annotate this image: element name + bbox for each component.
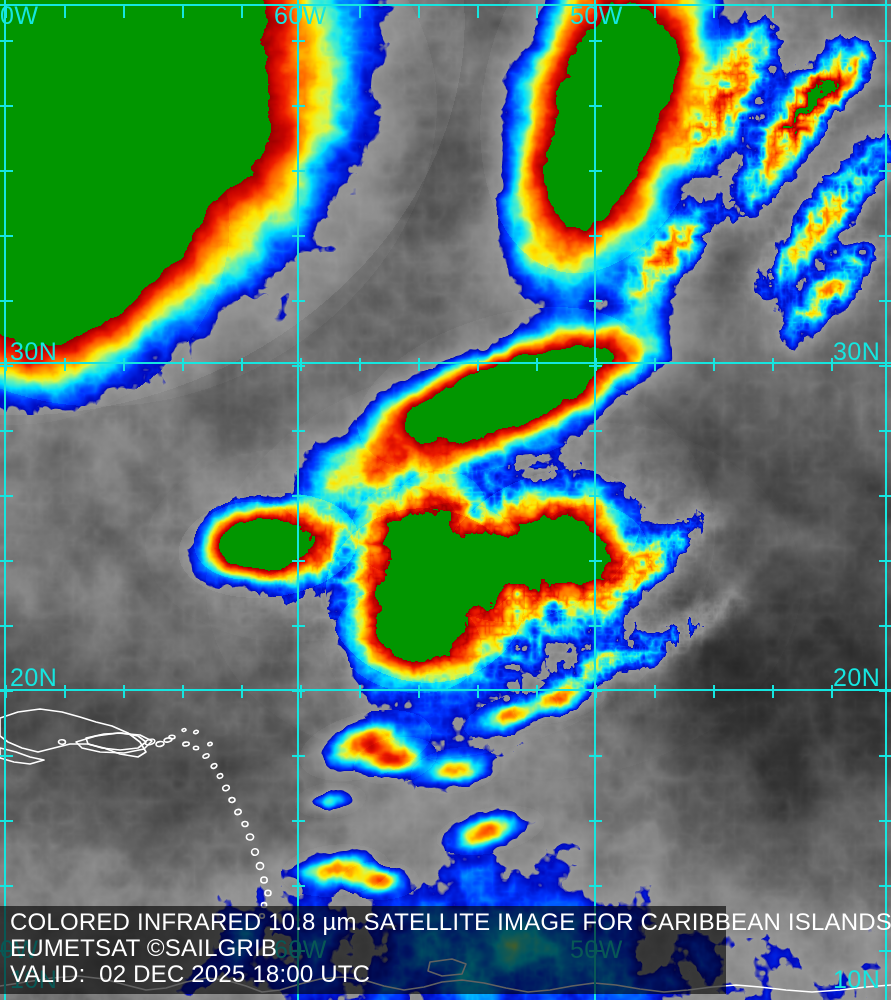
satellite-raster	[0, 0, 891, 1000]
satellite-image-viewer: 0W 60W 50W 0W 60W 50W 30N 30N 20N 20N 10N 10N COLOR…	[0, 0, 891, 1000]
infrared-canvas	[0, 0, 891, 1000]
